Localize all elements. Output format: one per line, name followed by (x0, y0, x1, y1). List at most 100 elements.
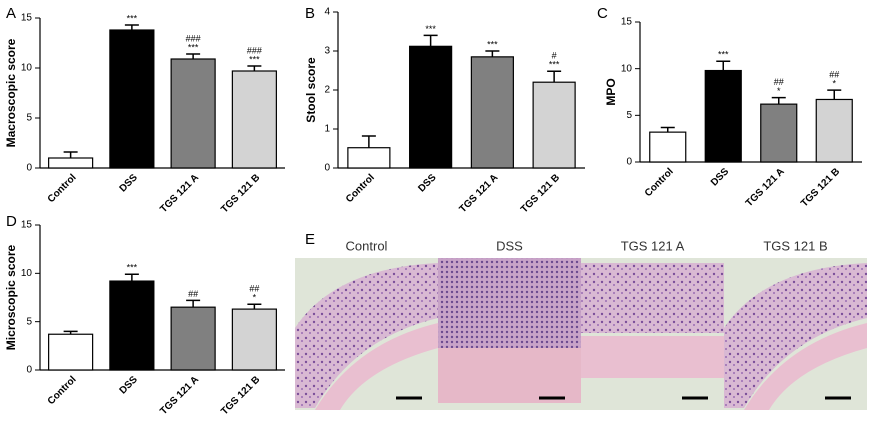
muscle-layer (438, 348, 581, 403)
error-bar (186, 53, 201, 59)
histology-image (581, 258, 724, 410)
bar (231, 308, 277, 371)
y-tick-label: 0 (626, 157, 632, 168)
panel-label: B (305, 5, 315, 22)
bar (649, 131, 687, 163)
significance: *** (127, 263, 138, 273)
histology-image (724, 258, 867, 410)
y-tick-label: 1 (324, 124, 330, 135)
y-tick-label: 5 (26, 316, 32, 327)
muscle-layer (581, 336, 724, 378)
bar (170, 306, 216, 371)
image-caption: TGS 121 A (621, 238, 685, 253)
error-bar (716, 60, 731, 71)
y-tick-label: 0 (324, 163, 330, 174)
x-tick-label: TGS 121 A (457, 172, 500, 215)
y-tick-label: 15 (21, 13, 33, 24)
x-tick-label: TGS 121 B (519, 172, 562, 215)
error-bar (485, 50, 500, 57)
x-tick-label: Control (643, 166, 676, 199)
y-tick-label: 15 (21, 220, 33, 231)
histology-image (295, 258, 438, 410)
error-bar (771, 96, 786, 105)
bar (815, 98, 853, 163)
panel-label: D (6, 213, 17, 230)
y-axis-title: Stool score (304, 57, 318, 123)
bar (347, 147, 391, 169)
y-tick-label: 5 (26, 113, 32, 124)
error-bar (186, 299, 201, 308)
image-caption: TGS 121 B (763, 238, 827, 253)
y-tick-label: 5 (626, 110, 632, 121)
error-bar (423, 34, 438, 47)
panel-label: C (597, 5, 608, 22)
x-tick-label: TGS 121 A (744, 166, 787, 209)
significance: ## (774, 77, 784, 87)
panel-label: A (6, 5, 16, 22)
y-tick-label: 10 (21, 63, 33, 74)
significance: ## (188, 289, 198, 299)
image-caption: Control (346, 238, 388, 253)
significance: *** (487, 39, 498, 49)
x-tick-label: TGS 121 B (219, 374, 262, 417)
significance: *** (718, 50, 729, 60)
y-tick-label: 0 (26, 365, 32, 376)
error-bar (827, 89, 842, 100)
significance: ### (186, 33, 201, 43)
error-bar (63, 151, 78, 158)
histology-image (438, 258, 581, 410)
tissue (438, 258, 581, 348)
y-tick-label: 0 (26, 163, 32, 174)
significance: *** (249, 54, 260, 64)
y-tick-label: 10 (21, 268, 33, 279)
x-tick-label: Control (46, 172, 79, 205)
x-tick-label: DSS (709, 166, 732, 189)
x-tick-label: TGS 121 A (158, 374, 201, 417)
error-bar (660, 126, 675, 133)
error-bar (124, 24, 139, 30)
bar (170, 58, 216, 169)
significance: *** (188, 42, 199, 52)
y-axis-title: Macroscopic score (4, 38, 18, 147)
y-tick-label: 2 (324, 85, 330, 96)
bar (470, 56, 514, 169)
significance: * (253, 293, 257, 303)
bar (109, 280, 155, 371)
muscle-layer (315, 323, 438, 410)
bar (48, 157, 94, 169)
significance: * (832, 79, 836, 89)
significance: * (777, 86, 781, 96)
y-tick-label: 3 (324, 46, 330, 57)
error-bar (361, 135, 376, 148)
panel-label: E (305, 231, 315, 248)
bar (409, 45, 453, 169)
bar (760, 103, 798, 163)
significance: *** (127, 13, 138, 23)
error-bar (124, 273, 139, 282)
tissue (581, 263, 724, 333)
y-axis-title: MPO (604, 78, 618, 105)
x-tick-label: TGS 121 B (799, 166, 842, 209)
bar (704, 69, 742, 163)
bar (532, 81, 576, 169)
error-bar (547, 70, 562, 83)
tissue (724, 263, 867, 408)
y-tick-label: 10 (621, 63, 633, 74)
error-bar (247, 303, 262, 310)
significance: *** (425, 24, 436, 34)
y-tick-label: 4 (324, 7, 330, 18)
x-tick-label: DSS (118, 172, 141, 195)
x-tick-label: DSS (118, 374, 141, 397)
bar (109, 29, 155, 169)
error-bar (63, 330, 78, 335)
significance: ## (249, 284, 259, 294)
x-tick-label: TGS 121 B (219, 172, 262, 215)
x-tick-label: DSS (416, 172, 439, 195)
significance: ## (829, 70, 839, 80)
error-bar (247, 65, 262, 71)
significance: *** (549, 60, 560, 70)
significance: # (552, 51, 557, 61)
muscle-layer (744, 323, 867, 410)
y-axis-title: Microscopic score (4, 244, 18, 350)
